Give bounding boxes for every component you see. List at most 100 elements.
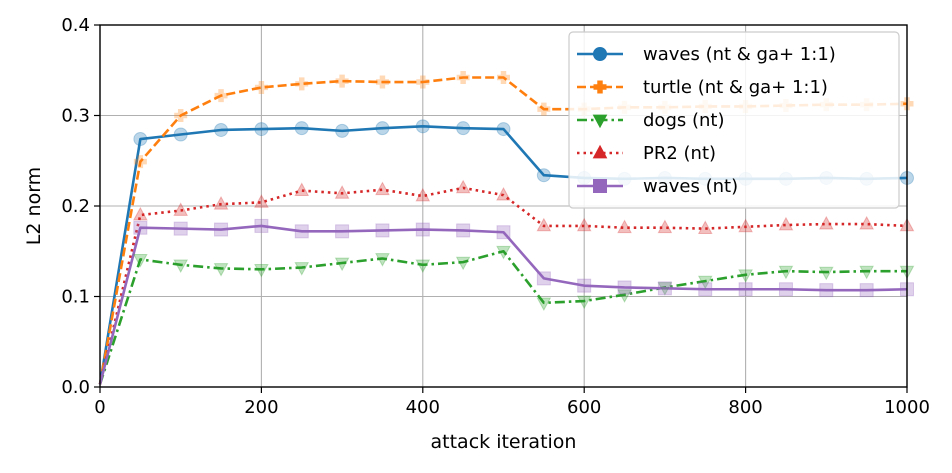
data-point-3-16: [738, 218, 753, 233]
data-point-3-3: [213, 195, 229, 210]
series-line-1: [98, 76, 908, 385]
data-point-2-6: [334, 257, 350, 272]
data-point-2-10: [496, 245, 511, 260]
data-point-2-4: [254, 263, 269, 278]
series-line-3: [98, 186, 908, 385]
x-tick-label: 600: [567, 397, 601, 418]
legend-marker-3: [592, 144, 608, 159]
x-tick-label: 800: [728, 397, 762, 418]
axis-ticks: 0 200 400 600 800 1000 0.0 0.1 0.2 0.3 0.4: [61, 15, 930, 418]
data-point-4-3: [214, 222, 229, 237]
data-point-2-19: [859, 265, 874, 280]
data-point-3-13: [617, 219, 632, 234]
data-point-0-6: [335, 123, 350, 138]
data-point-3-11: [536, 217, 552, 232]
y-tick-label: 0.2: [61, 196, 90, 217]
legend-label-1: turtle (nt & ga+ 1:1): [643, 77, 828, 98]
data-point-1-1: [133, 155, 147, 169]
x-tick-label: 200: [244, 397, 278, 418]
data-point-3-1: [133, 206, 148, 221]
data-point-4-4: [254, 218, 269, 233]
data-point-1-8: [416, 75, 430, 89]
data-point-4-17: [778, 282, 793, 297]
data-point-4-15: [698, 282, 713, 297]
legend-label-4: waves (nt): [643, 176, 738, 197]
x-tick-label: 1000: [884, 397, 930, 418]
data-point-4-19: [859, 283, 874, 298]
data-point-0-10: [496, 122, 511, 137]
data-point-2-13: [617, 289, 632, 303]
data-point-2-8: [415, 259, 431, 274]
legend-marker-0: [593, 47, 607, 61]
data-point-2-14: [657, 282, 673, 296]
data-point-3-18: [818, 215, 834, 230]
series-markers: [133, 70, 915, 312]
data-point-0-3: [214, 122, 229, 137]
legend-box: [568, 31, 900, 209]
data-point-3-9: [455, 179, 471, 194]
series-line-4: [98, 224, 908, 385]
data-point-3-15: [697, 220, 713, 234]
data-point-1-2: [174, 109, 188, 122]
data-point-4-10: [496, 225, 511, 240]
data-point-1-6: [335, 74, 349, 88]
y-tick-label: 0.3: [61, 106, 90, 127]
data-point-2-9: [455, 256, 471, 271]
data-point-4-7: [375, 223, 390, 238]
legend-marker-1: [593, 80, 607, 94]
data-point-2-16: [738, 269, 753, 283]
data-point-2-17: [778, 265, 794, 280]
legend-marker-4: [593, 179, 607, 193]
data-point-3-4: [254, 194, 269, 208]
legend-marker-2: [592, 114, 608, 129]
data-point-0-2: [173, 127, 188, 142]
data-point-0-8: [415, 119, 430, 134]
x-tick-label: 0: [94, 397, 105, 418]
y-tick-label: 0.4: [61, 15, 90, 36]
data-point-4-6: [335, 224, 350, 239]
data-point-2-15: [697, 275, 713, 290]
data-point-3-10: [496, 186, 511, 201]
data-point-2-3: [213, 263, 229, 277]
data-point-0-1: [133, 132, 148, 147]
data-point-1-5: [295, 77, 309, 91]
legend-label-3: PR2 (nt): [643, 143, 716, 164]
data-point-3-14: [657, 219, 673, 234]
data-point-2-12: [576, 295, 592, 310]
data-point-3-12: [576, 217, 592, 232]
data-point-1-4: [254, 80, 268, 94]
data-point-2-7: [375, 253, 390, 267]
x-axis-label: attack iteration: [431, 431, 577, 453]
data-point-1-11: [537, 102, 551, 116]
data-point-3-19: [859, 215, 874, 230]
data-point-0-9: [456, 121, 471, 136]
data-point-4-9: [456, 223, 471, 238]
data-point-1-3: [214, 89, 228, 103]
data-point-0-4: [254, 122, 269, 137]
series-line-2: [98, 249, 907, 385]
y-tick-label: 0.1: [61, 287, 90, 308]
data-point-4-14: [657, 281, 672, 296]
data-point-0-5: [294, 121, 309, 136]
legend-label-2: dogs (nt): [643, 110, 724, 131]
data-point-4-13: [617, 280, 632, 295]
data-point-4-1: [133, 220, 148, 235]
data-point-4-11: [536, 271, 551, 286]
legend-label-0: waves (nt & ga+ 1:1): [643, 44, 836, 65]
data-point-1-7: [375, 75, 389, 89]
data-point-3-6: [334, 185, 350, 199]
data-point-2-1: [133, 254, 148, 268]
data-point-1-9: [456, 70, 470, 84]
data-point-2-11: [536, 297, 552, 312]
data-point-3-2: [173, 202, 189, 216]
data-point-4-2: [173, 221, 188, 236]
data-point-3-7: [375, 181, 390, 196]
data-point-1-10: [497, 70, 510, 84]
x-tick-label: 400: [406, 397, 440, 418]
y-tick-label: 0.0: [61, 377, 90, 398]
data-point-3-17: [778, 216, 794, 231]
data-point-4-5: [294, 224, 309, 239]
y-axis-label: L2 norm: [23, 167, 45, 245]
data-point-3-8: [415, 187, 431, 202]
